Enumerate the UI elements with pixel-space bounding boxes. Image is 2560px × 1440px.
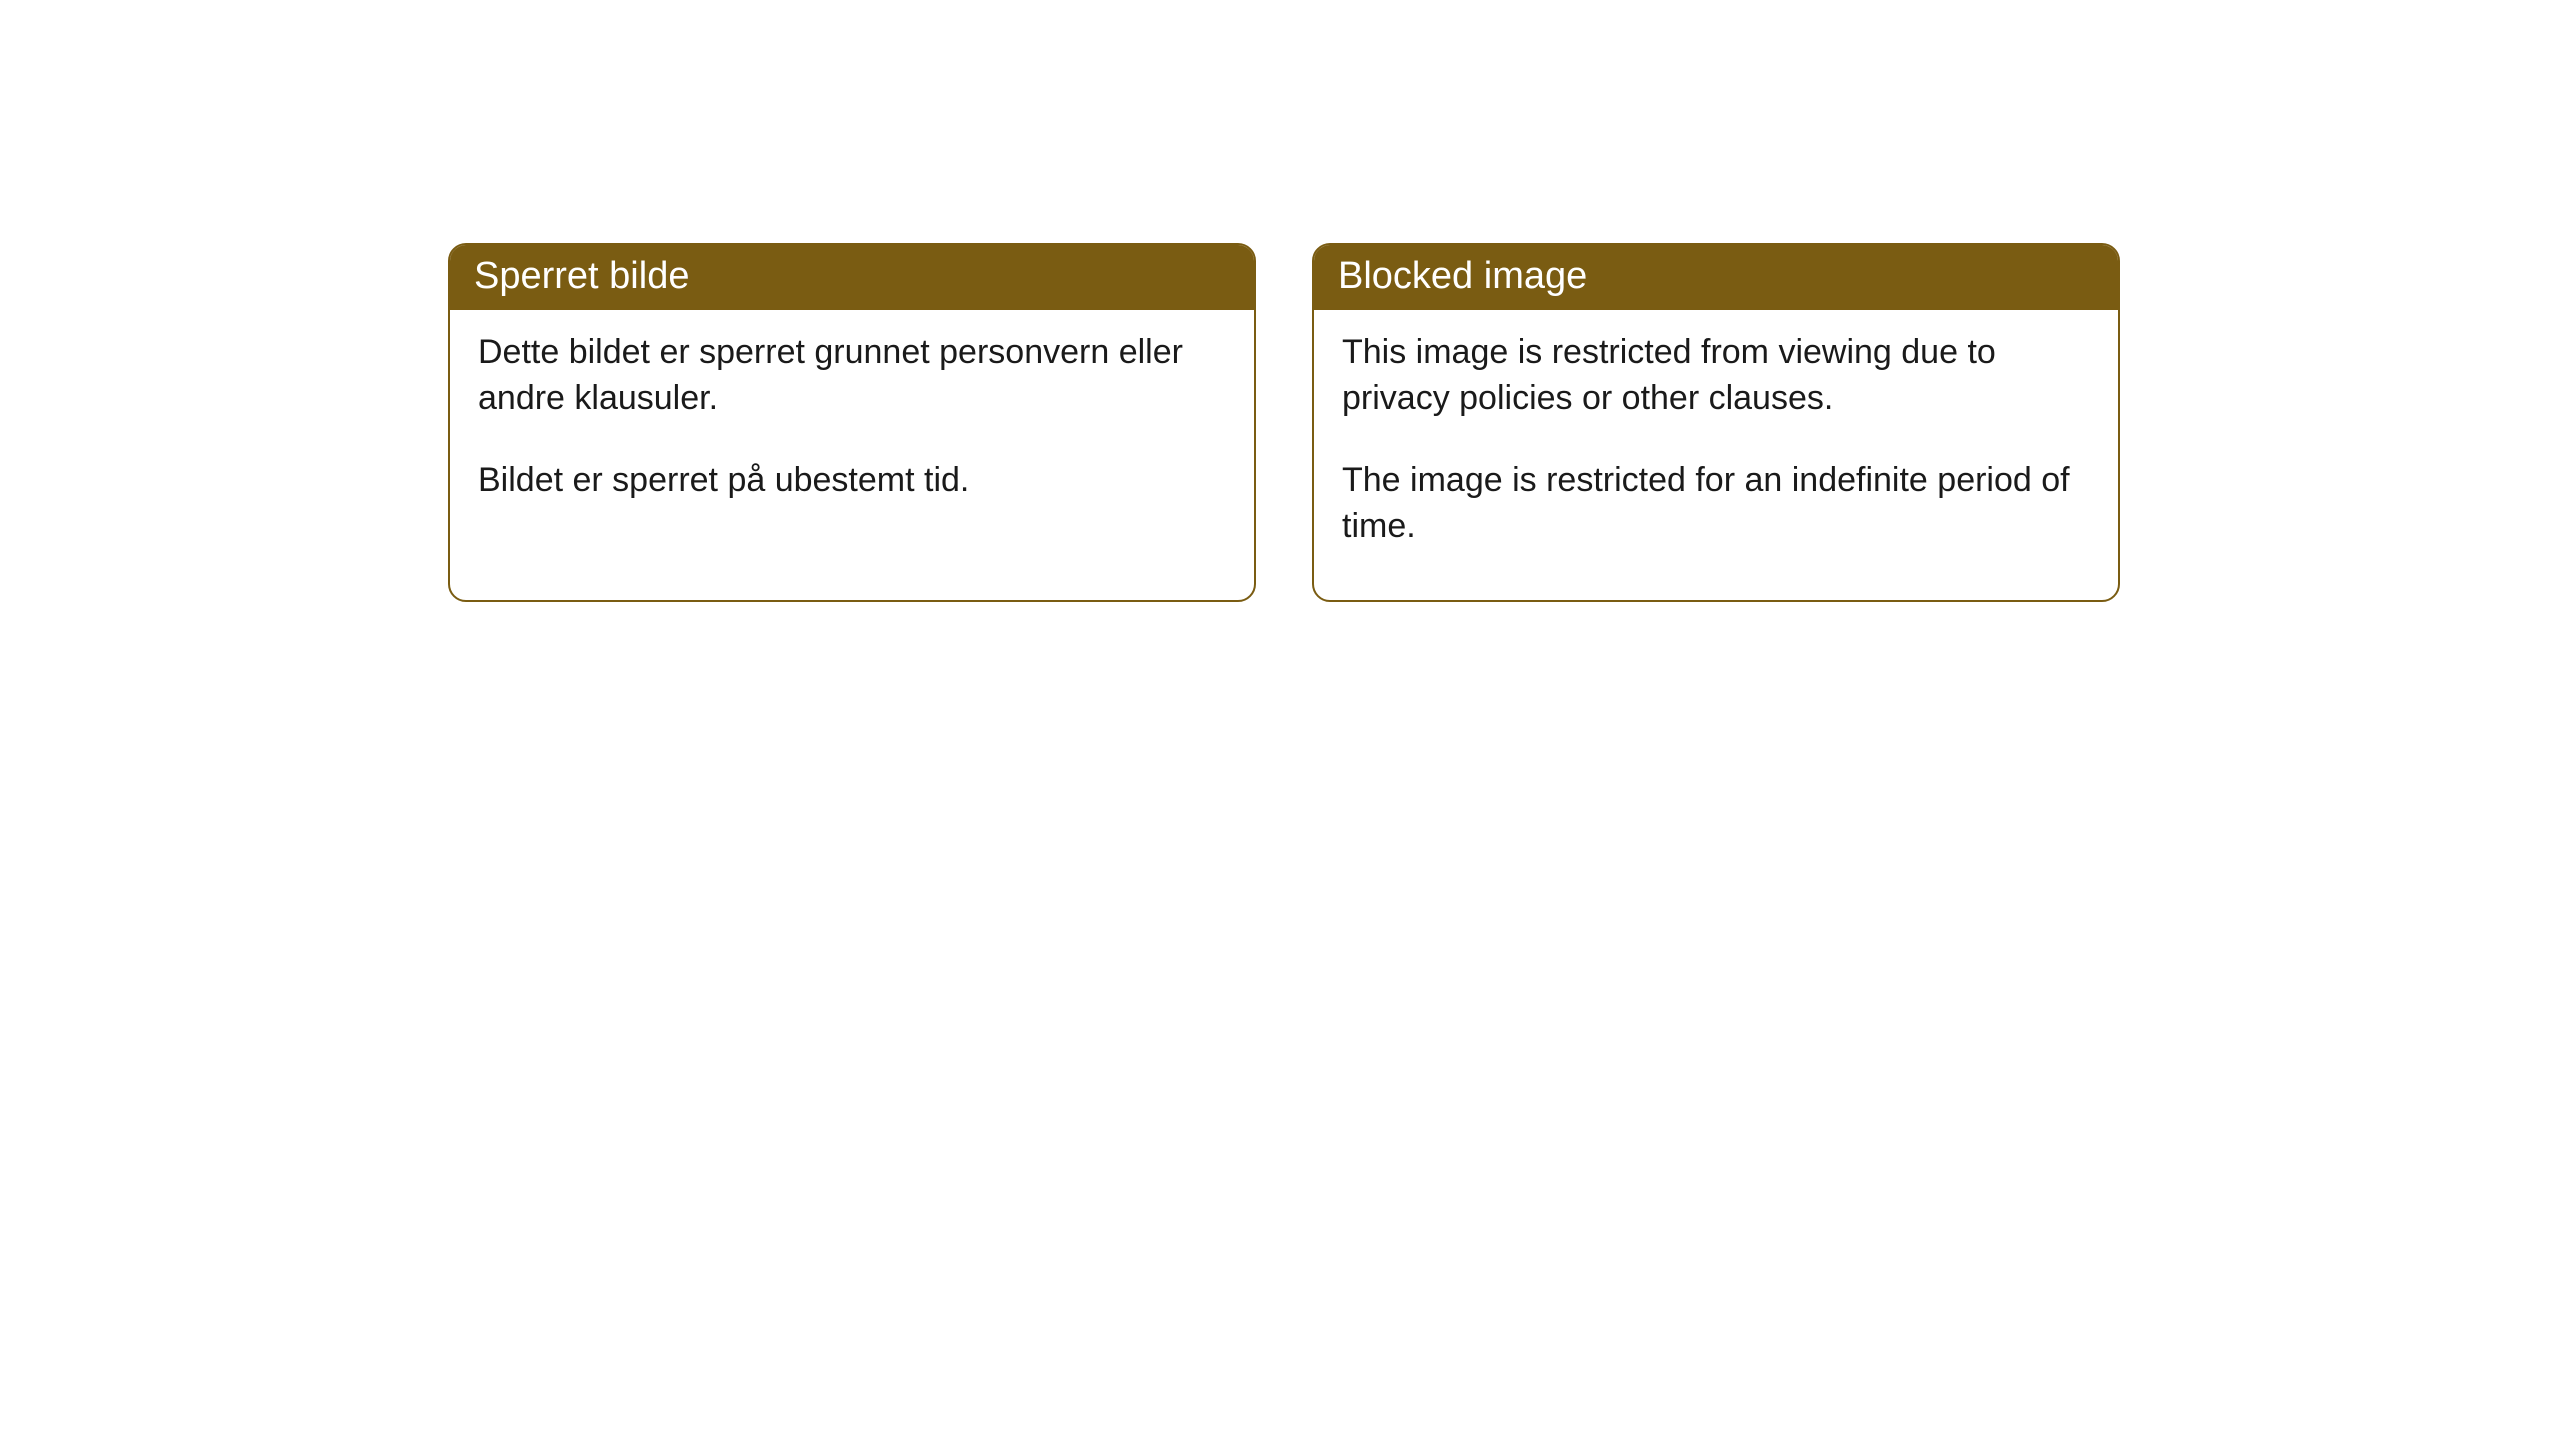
card-paragraph: Dette bildet er sperret grunnet personve… — [478, 330, 1226, 422]
card-body: This image is restricted from viewing du… — [1314, 310, 2118, 600]
card-body: Dette bildet er sperret grunnet personve… — [450, 310, 1254, 554]
card-header: Blocked image — [1314, 245, 2118, 310]
card-paragraph: The image is restricted for an indefinit… — [1342, 458, 2090, 550]
notification-cards-container: Sperret bilde Dette bildet er sperret gr… — [448, 243, 2560, 602]
card-header: Sperret bilde — [450, 245, 1254, 310]
card-paragraph: This image is restricted from viewing du… — [1342, 330, 2090, 422]
card-paragraph: Bildet er sperret på ubestemt tid. — [478, 458, 1226, 504]
blocked-image-card-no: Sperret bilde Dette bildet er sperret gr… — [448, 243, 1256, 602]
blocked-image-card-en: Blocked image This image is restricted f… — [1312, 243, 2120, 602]
